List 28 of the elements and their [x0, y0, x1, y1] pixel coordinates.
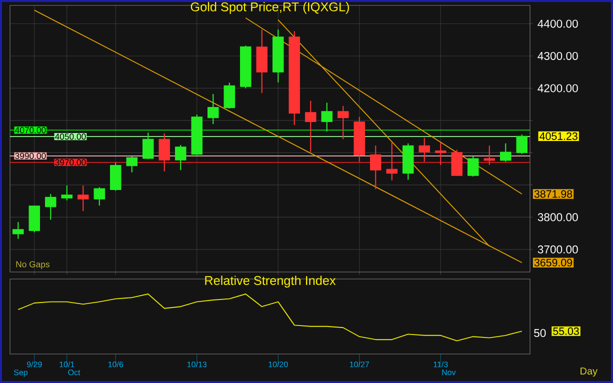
text: 50 — [534, 328, 546, 338]
x-tick-label: 11/3 — [434, 361, 448, 368]
x-tick-label: 10/13 — [187, 361, 207, 368]
data-label: 3871.98 — [534, 190, 572, 198]
chart-title: Gold Spot Price,RT (IQXGL) — [190, 2, 349, 14]
x-tick-label: 10/6 — [108, 361, 124, 368]
text: 4051.23 — [540, 132, 578, 140]
y-tick-label: 4200.00 — [538, 84, 578, 92]
y-tick-label: 4300.00 — [538, 52, 578, 60]
ref-line-label: 3970.00 — [55, 159, 86, 166]
text: Day — [580, 368, 598, 377]
x-tick-label: 10/20 — [268, 361, 288, 368]
text: 55.03 — [553, 327, 579, 335]
text: Sep — [14, 370, 28, 377]
ref-line-label: 4070.00 — [15, 127, 46, 134]
chart-title: Relative Strength Index — [205, 276, 336, 288]
y-tick-label: 3800.00 — [538, 213, 578, 222]
data-label: 3659.09 — [534, 258, 572, 266]
annotation: No Gaps — [16, 261, 50, 270]
y-tick-label: 3700.00 — [538, 245, 578, 254]
x-tick-label: 10/27 — [350, 361, 369, 368]
x-tick-label: 10/1 — [60, 361, 74, 368]
y-tick-label: 4400.00 — [538, 20, 578, 28]
ref-line-label: 3990.00 — [15, 152, 46, 159]
text: Oct — [68, 370, 80, 376]
ref-line-label: 4050.00 — [55, 134, 86, 140]
text: Nov — [442, 370, 456, 376]
x-tick-label: 9/29 — [26, 361, 42, 368]
